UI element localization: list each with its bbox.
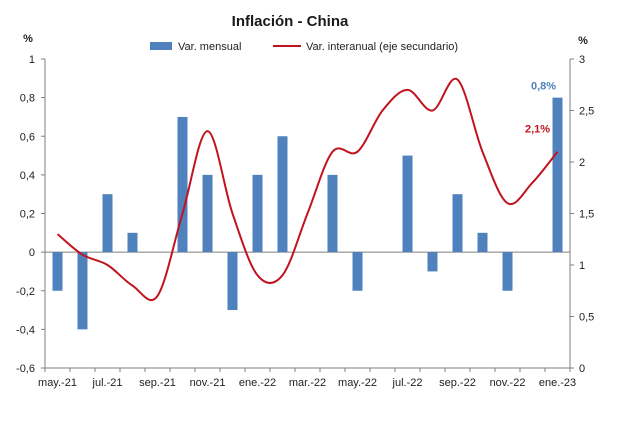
line-point — [282, 274, 284, 276]
right-axis-tick-label: 1 — [579, 260, 585, 272]
legend-label-line: Var. interanual (eje secundario) — [306, 41, 458, 53]
bar — [352, 252, 363, 291]
line-point — [407, 89, 409, 91]
line-point — [182, 213, 184, 215]
x-axis-tick-label: jul.-21 — [92, 377, 123, 389]
right-axis-tick-label: 1,5 — [579, 209, 594, 221]
right-axis-tick-label: 2,5 — [579, 106, 594, 118]
line-point — [457, 79, 459, 81]
x-axis-tick-label: ene.-22 — [239, 377, 276, 389]
left-axis-tick-label: 0,4 — [20, 170, 35, 182]
bar — [477, 232, 488, 253]
legend-label-bars: Var. mensual — [178, 41, 241, 53]
x-axis-tick-label: jul.-22 — [392, 377, 423, 389]
axes: -0,6 -0,4 -0,2 0 0,2 0,4 0,6 0,8 1 0 0,5 1 1,5 2 2,5 3 m… — [16, 54, 594, 389]
x-axis-tick-label: nov.-21 — [190, 377, 226, 389]
bar — [252, 174, 263, 253]
bar — [327, 174, 338, 253]
line-point — [307, 213, 309, 215]
line-point — [432, 110, 434, 112]
annotations: 0,8% 2,1% — [525, 81, 556, 136]
bar-series — [52, 97, 563, 330]
line-point — [257, 274, 259, 276]
right-axis-unit: % — [578, 35, 588, 47]
x-axis-tick-label: ene.-23 — [539, 377, 576, 389]
left-axis-tick-label: 0,2 — [20, 209, 35, 221]
bar — [202, 174, 213, 253]
line-point — [507, 202, 509, 204]
right-axis-tick-label: 2 — [579, 157, 585, 169]
right-axis-tick-label: 3 — [579, 54, 585, 66]
left-axis-tick-label: 0,8 — [20, 93, 35, 105]
bar — [552, 97, 563, 253]
bar — [502, 252, 513, 291]
x-axis-tick-label: sep.-22 — [439, 377, 476, 389]
line-point — [357, 151, 359, 153]
line-point — [157, 295, 159, 297]
line-series — [56, 77, 559, 302]
chart-title: Inflación - China — [232, 13, 349, 30]
left-axis-tick-label: -0,6 — [16, 363, 35, 375]
bar — [452, 194, 463, 253]
left-axis-tick-label: 1 — [29, 54, 35, 66]
line-point — [132, 285, 134, 287]
x-axis-tick-label: sep.-21 — [139, 377, 176, 389]
bar-data-label: 0,8% — [531, 81, 556, 93]
legend-swatch-bars — [150, 42, 172, 50]
bar — [52, 252, 63, 291]
left-axis-tick-label: -0,2 — [16, 286, 35, 298]
legend: Var. mensual Var. interanual (eje secund… — [150, 41, 458, 53]
bar — [177, 116, 188, 253]
bar — [227, 252, 238, 311]
left-axis-tick-label: 0,6 — [20, 131, 35, 143]
bar — [77, 252, 88, 330]
line-point — [482, 151, 484, 153]
bar — [427, 252, 438, 272]
x-axis-tick-label: nov.-22 — [490, 377, 526, 389]
line-point — [57, 233, 59, 235]
right-axis-tick-label: 0,5 — [579, 312, 594, 324]
line-point — [107, 264, 109, 266]
bar — [402, 155, 413, 253]
bar — [127, 232, 138, 253]
left-axis-tick-label: -0,4 — [16, 324, 35, 336]
line-point — [232, 213, 234, 215]
line-point — [207, 130, 209, 132]
x-axis-tick-label: mar.-22 — [289, 377, 326, 389]
line-point — [382, 110, 384, 112]
left-axis-unit: % — [23, 33, 33, 45]
right-axis-tick-label: 0 — [579, 363, 585, 375]
line-data-label: 2,1% — [525, 124, 550, 136]
bar — [102, 194, 113, 253]
line-point — [532, 182, 534, 184]
line-point — [82, 254, 84, 256]
x-axis-tick-label: may.-21 — [38, 377, 77, 389]
interannual-line — [56, 77, 559, 302]
left-axis-tick-label: 0 — [29, 247, 35, 259]
bar — [277, 136, 288, 253]
line-point — [332, 151, 334, 153]
x-axis-tick-label: may.-22 — [338, 377, 377, 389]
line-point — [557, 151, 559, 153]
